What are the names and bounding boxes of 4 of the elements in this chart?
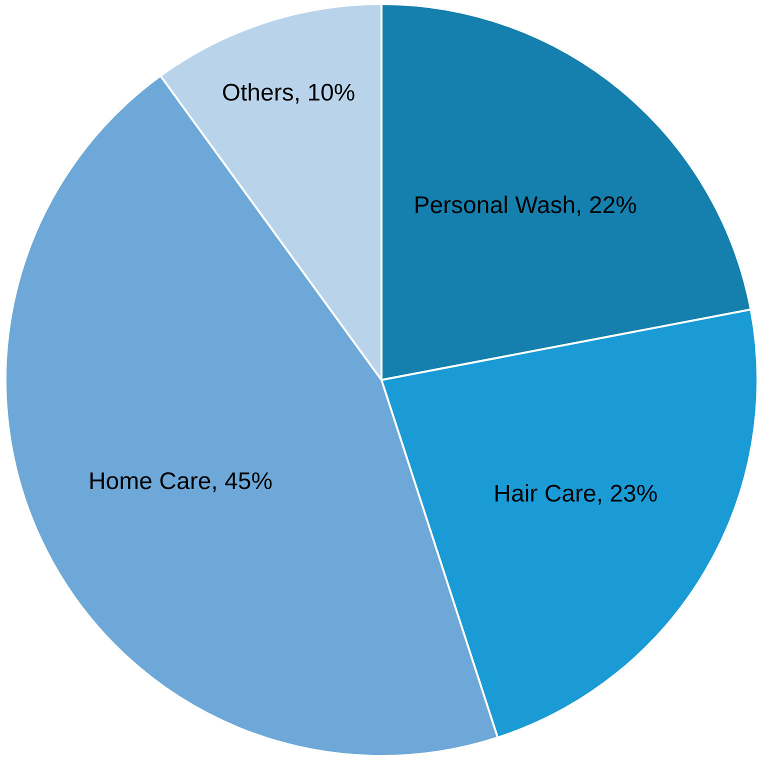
slice-label: Personal Wash, 22% <box>414 192 637 219</box>
slice-label: Home Care, 45% <box>88 468 273 496</box>
slice-label: Others, 10% <box>222 80 356 107</box>
slice-label: Hair Care, 23% <box>494 480 658 508</box>
